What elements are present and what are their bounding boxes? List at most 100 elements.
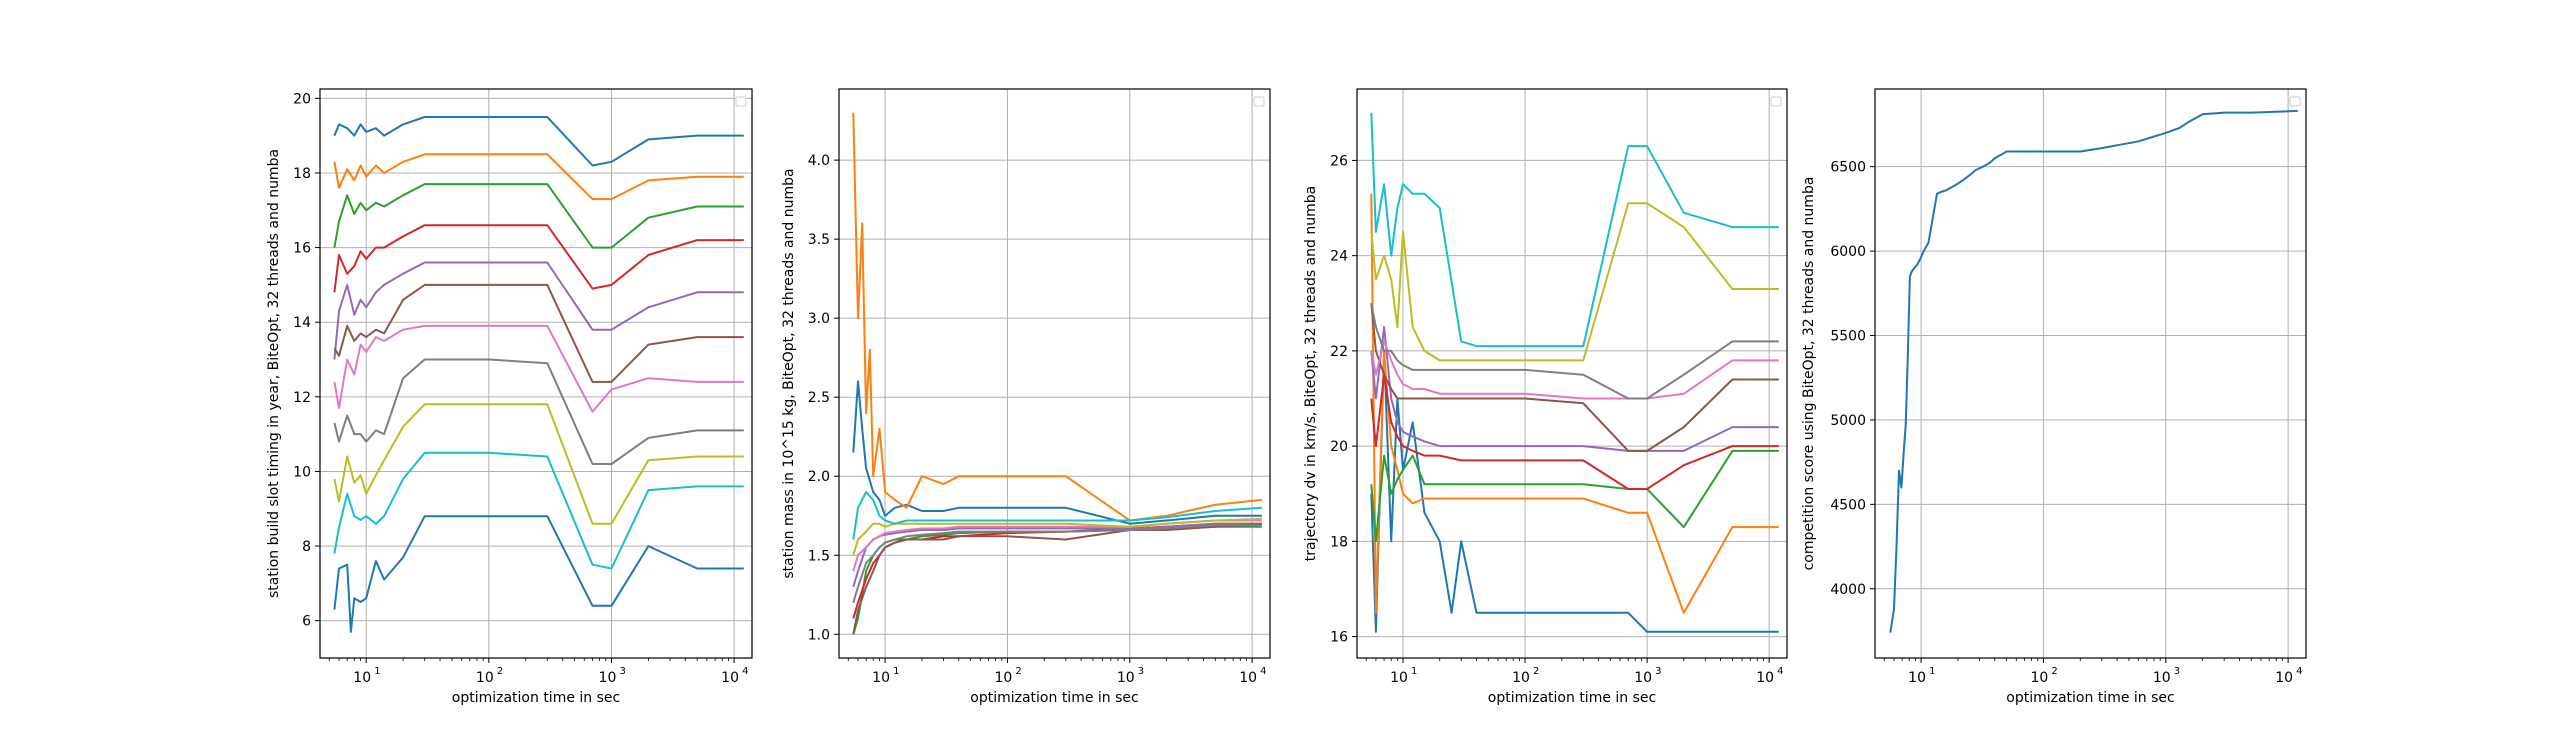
series-line-6 [333, 283, 744, 383]
x-tick-label: 10 [353, 670, 371, 686]
series-line-5 [333, 261, 744, 360]
x-tick-label-exponent: 2 [2051, 666, 2057, 677]
y-tick-label: 20 [293, 91, 311, 107]
x-tick-label: 10 [721, 670, 739, 686]
y-tick-label: 1.5 [808, 548, 830, 564]
x-tick-label-exponent: 2 [497, 666, 503, 677]
chart-2: 10 1 10 2 10 3 10 41.01.52.02.53.03.54.0optimiz… [781, 88, 1271, 706]
x-tick-label-exponent: 3 [1655, 666, 1661, 677]
x-tick-label-exponent: 3 [1138, 666, 1144, 677]
y-tick-label: 10 [293, 464, 311, 480]
series-line-1 [333, 116, 744, 167]
x-tick-label: 10 [2275, 670, 2293, 686]
y-tick-label: 6000 [1830, 244, 1866, 260]
x-tick-label-exponent: 1 [893, 666, 899, 677]
series-line-4 [1370, 373, 1779, 490]
x-tick-label: 10 [1756, 670, 1774, 686]
series-line-9 [333, 403, 744, 525]
x-tick-label-exponent: 3 [2174, 666, 2180, 677]
x-axis-label: optimization time in sec [452, 690, 620, 706]
x-tick-label: 10 [1908, 670, 1926, 686]
y-tick-label: 20 [1330, 439, 1348, 455]
legend-box [1770, 96, 1782, 107]
series-line-2 [1370, 193, 1779, 614]
series-line-2 [333, 153, 744, 201]
y-tick-label: 8 [302, 539, 311, 555]
y-tick-label: 16 [293, 241, 311, 257]
y-tick-label: 3.5 [808, 232, 830, 248]
y-tick-label: 24 [1330, 249, 1348, 265]
series-line-9 [852, 517, 1262, 556]
legend-box [735, 96, 747, 107]
y-axis-label: station build slot timing in year, BiteO… [266, 149, 282, 598]
y-tick-label: 26 [1330, 153, 1348, 169]
series-line-10 [333, 451, 744, 570]
x-tick-label: 10 [995, 670, 1013, 686]
series-line-10 [1370, 112, 1779, 348]
series-line-7 [333, 324, 744, 413]
plot-frame [1356, 88, 1788, 659]
x-tick-label: 10 [2031, 670, 2049, 686]
x-tick-label-exponent: 3 [619, 666, 625, 677]
x-tick-label-exponent: 4 [2296, 666, 2302, 677]
x-tick-label: 10 [599, 670, 617, 686]
x-axis-label: optimization time in sec [970, 690, 1138, 706]
series-line-1 [852, 380, 1262, 525]
series-line-3 [333, 183, 744, 249]
series-line-2 [852, 112, 1262, 522]
x-tick-label-exponent: 1 [374, 666, 380, 677]
y-axis-label: competition score using BiteOpt, 32 thre… [1801, 177, 1817, 571]
series-line-3 [852, 525, 1262, 635]
series-line-8 [852, 524, 1262, 603]
y-tick-label: 18 [1330, 534, 1348, 550]
x-tick-label: 10 [1117, 670, 1135, 686]
series-line-8 [1370, 303, 1779, 400]
series-line-8 [333, 358, 744, 465]
plot-frame [1874, 88, 2307, 659]
series-line-4 [333, 224, 744, 293]
y-tick-label: 6500 [1830, 160, 1866, 176]
x-axis-label: optimization time in sec [2006, 690, 2174, 706]
y-tick-label: 3.0 [808, 311, 830, 327]
x-tick-label: 10 [1390, 670, 1408, 686]
x-tick-label: 10 [872, 670, 890, 686]
y-tick-label: 18 [293, 166, 311, 182]
y-axis-label: station mass in 10^15 kg, BiteOpt, 32 th… [781, 168, 797, 578]
x-tick-label: 10 [1634, 670, 1652, 686]
series-line-7 [1370, 340, 1779, 400]
plot-frame [838, 88, 1271, 659]
y-tick-label: 22 [1330, 344, 1348, 360]
series-line-11 [333, 515, 744, 633]
chart-4: 10 1 10 2 10 3 10 4400045005000550060006500opti… [1801, 88, 2307, 706]
x-tick-label-exponent: 4 [1260, 666, 1266, 677]
x-axis-label: optimization time in sec [1488, 690, 1656, 706]
y-tick-label: 4.0 [808, 153, 830, 169]
series-line-6 [1370, 303, 1779, 452]
series-line-9 [1370, 202, 1779, 362]
x-tick-label-exponent: 4 [1777, 666, 1783, 677]
x-tick-label-exponent: 2 [1015, 666, 1021, 677]
series-line-6 [852, 522, 1262, 635]
y-tick-label: 1.0 [808, 627, 830, 643]
y-tick-label: 5500 [1830, 329, 1866, 345]
x-tick-label: 10 [1239, 670, 1257, 686]
y-tick-label: 16 [1330, 630, 1348, 646]
x-tick-label: 10 [2153, 670, 2171, 686]
y-tick-label: 5000 [1830, 413, 1866, 429]
plot-frame [319, 88, 753, 659]
legend-box [2289, 96, 2301, 107]
x-tick-label-exponent: 2 [1533, 666, 1539, 677]
x-tick-label-exponent: 1 [1929, 666, 1935, 677]
y-tick-label: 14 [293, 315, 311, 331]
y-tick-label: 2.0 [808, 469, 830, 485]
series-line-1 [1370, 349, 1779, 633]
legend-box [1253, 96, 1265, 107]
y-tick-label: 4500 [1830, 497, 1866, 513]
y-tick-label: 2.5 [808, 390, 830, 406]
y-axis-label: trajectory dv in km/s, BiteOpt, 32 threa… [1303, 186, 1319, 562]
x-tick-label-exponent: 1 [1411, 666, 1417, 677]
